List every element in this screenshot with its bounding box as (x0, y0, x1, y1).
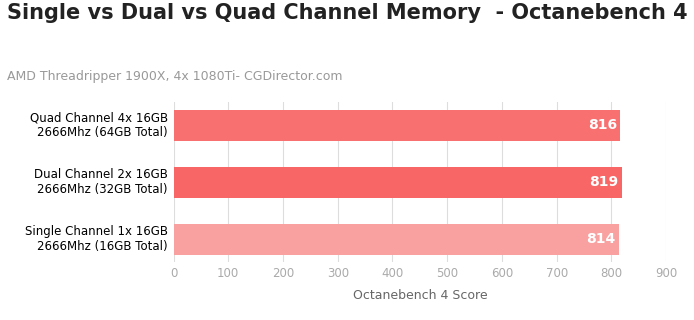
Text: 816: 816 (588, 118, 617, 132)
Bar (174, 110, 620, 141)
Text: 814: 814 (586, 232, 616, 246)
Text: AMD Threadripper 1900X, 4x 1080Ti- CGDirector.com: AMD Threadripper 1900X, 4x 1080Ti- CGDir… (7, 70, 342, 84)
Bar (174, 224, 619, 255)
X-axis label: Octanebench 4 Score: Octanebench 4 Score (353, 289, 487, 301)
Text: Single vs Dual vs Quad Channel Memory  - Octanebench 4 Score: Single vs Dual vs Quad Channel Memory - … (7, 3, 694, 23)
Bar (174, 167, 622, 198)
Text: 819: 819 (589, 175, 618, 189)
